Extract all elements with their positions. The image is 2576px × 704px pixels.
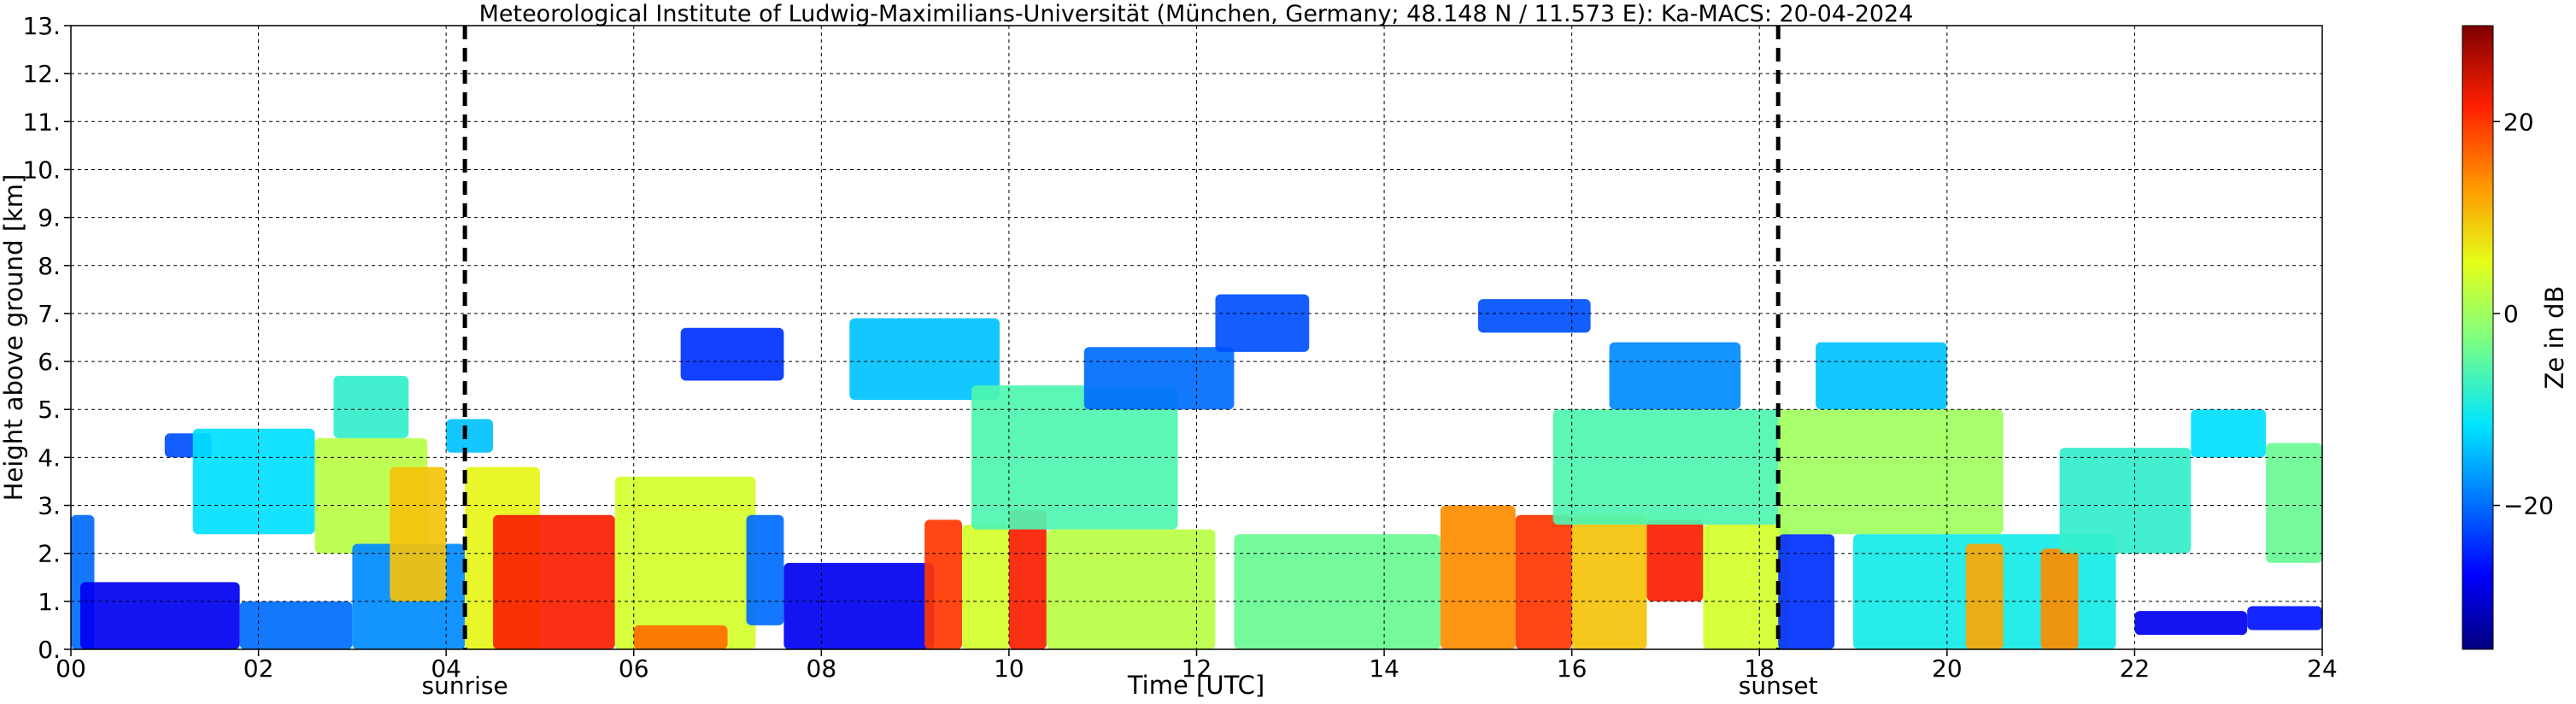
colorbar-tick-label: 0 (2503, 300, 2519, 328)
x-tick-label: 24 (2307, 654, 2338, 683)
reflectivity-cell (2040, 549, 2079, 649)
y-tick-label: 9. (38, 204, 61, 232)
reflectivity-cell (1552, 409, 1779, 525)
y-tick-label: 2. (38, 540, 61, 568)
reflectivity-cell (614, 476, 756, 649)
y-tick-label: 1. (38, 588, 61, 616)
y-tick-label: 13. (22, 12, 61, 40)
reflectivity-cell (1778, 409, 2004, 535)
x-tick-label: 00 (56, 654, 86, 683)
grid-lines (71, 26, 2322, 649)
x-tick-label: 02 (244, 654, 274, 683)
reflectivity-cell (962, 525, 1009, 649)
colorbar-tick-label: 20 (2503, 108, 2534, 136)
reflectivity-cell (1008, 510, 1047, 649)
reflectivity-cell (1440, 505, 1516, 649)
reflectivity-cell (783, 562, 935, 649)
y-tick-label: 3. (38, 492, 61, 520)
y-tick-label: 5. (38, 396, 61, 424)
sun-event-lines: sunrise sunset (422, 26, 1818, 700)
y-tick-label: 7. (38, 300, 61, 328)
y-tick-label: 6. (38, 348, 61, 376)
reflectivity-cell (1234, 534, 1441, 649)
x-tick-label: 06 (619, 654, 649, 683)
reflectivity-cell (1965, 543, 2004, 649)
reflectivity-cell (633, 625, 728, 649)
x-tick-label: 12 (1182, 654, 1212, 683)
colorbar-ticks: 20 0 −20 (2493, 108, 2554, 520)
y-axis-label: Height above ground [km] (0, 174, 28, 502)
reflectivity-cell (1046, 529, 1216, 649)
reflectivity-cell (79, 582, 240, 649)
x-tick-label: 08 (807, 654, 837, 683)
reflectivity-cell (746, 514, 784, 625)
reflectivity-field (71, 294, 2322, 649)
reflectivity-cell (2134, 611, 2248, 636)
sunset-label: sunset (1739, 672, 1818, 700)
reflectivity-cell (192, 428, 315, 535)
y-tick-label: 0. (38, 636, 61, 664)
chart-title: Meteorological Institute of Ludwig-Maxim… (479, 1, 1914, 27)
reflectivity-cell (2059, 448, 2192, 554)
x-tick-label: 22 (2120, 654, 2151, 683)
reflectivity-cell (1609, 342, 1741, 410)
x-tick-label: 04 (431, 654, 461, 683)
x-axis-ticks: 00 02 04 06 08 10 12 14 16 18 20 22 24 (56, 649, 2338, 683)
colorbar-label: Ze in dB (2540, 286, 2569, 390)
y-tick-label: 12. (22, 60, 61, 88)
reflectivity-cell (1477, 299, 1591, 333)
reflectivity-cell (1778, 534, 1835, 649)
reflectivity-cell (1816, 342, 1947, 410)
x-tick-label: 20 (1932, 654, 1963, 683)
reflectivity-cell (390, 466, 447, 601)
reflectivity-cell (493, 514, 615, 649)
x-tick-label: 16 (1557, 654, 1587, 683)
sunrise-label: sunrise (422, 672, 508, 700)
x-tick-label: 18 (1744, 654, 1775, 683)
reflectivity-cell (2191, 409, 2267, 458)
reflectivity-cell (1571, 514, 1647, 649)
reflectivity-cell (1215, 294, 1310, 352)
colorbar-tick-label: −20 (2503, 492, 2554, 520)
y-tick-label: 4. (38, 443, 61, 472)
reflectivity-cell (239, 601, 353, 649)
x-tick-label: 14 (1369, 654, 1399, 683)
reflectivity-cell (1515, 514, 1572, 649)
reflectivity-cell (971, 385, 1178, 530)
reflectivity-cell (446, 419, 494, 453)
x-tick-label: 10 (994, 654, 1024, 683)
reflectivity-cell (1083, 347, 1235, 410)
reflectivity-cell (1646, 519, 1704, 601)
x-axis-label: Time [UTC] (1127, 671, 1265, 700)
reflectivity-cell (924, 519, 963, 649)
y-tick-label: 8. (38, 252, 61, 280)
reflectivity-cell (2247, 606, 2322, 631)
colorbar (2462, 25, 2494, 650)
reflectivity-cell (1703, 525, 1788, 649)
reflectivity-cell (2266, 443, 2322, 563)
reflectivity-cell (680, 327, 784, 381)
reflectivity-cell (333, 375, 409, 438)
y-tick-label: 11. (22, 108, 61, 136)
y-tick-label: 10. (22, 155, 61, 184)
y-axis-ticks: 0. 1. 2. 3. 4. 5. 6. 7. 8. 9. 10. 11. 12. 13. (22, 12, 71, 664)
reflectivity-cell (849, 318, 1000, 400)
